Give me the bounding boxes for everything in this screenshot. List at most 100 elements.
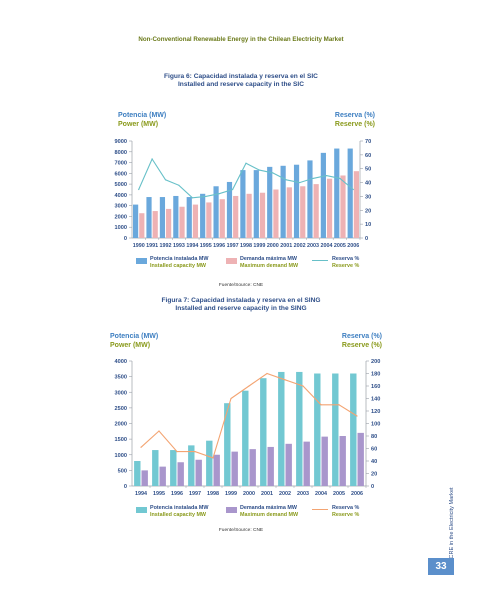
y2-tick-label: 40 (371, 459, 377, 465)
x-tick-label: 1998 (207, 491, 219, 497)
figure-7-title: Figura 7: Capacidad instalada y reserva … (0, 297, 482, 314)
sic-y2label-en: Reserve (%) (334, 121, 375, 128)
x-tick-label: 2005 (334, 243, 346, 249)
y2-tick-label: 80 (371, 434, 377, 440)
demand-bar (206, 202, 212, 238)
demand-bar (179, 206, 185, 238)
capacity-bar (134, 461, 141, 486)
demand-bar (339, 436, 346, 486)
sic-legend-reserve-swatch (312, 260, 328, 262)
sic-legend-reserve-en: Reserve % (332, 263, 360, 270)
y2-tick-label: 100 (371, 422, 380, 428)
y2-tick-label: 30 (365, 194, 371, 200)
y-tick-label: 3500 (115, 375, 127, 381)
capacity-bar (280, 165, 286, 238)
reserve-point (191, 197, 193, 199)
reserve-point (248, 385, 250, 387)
y-tick-label: 8000 (115, 150, 127, 156)
capacity-bar (350, 373, 357, 486)
x-tick-label: 1995 (153, 491, 165, 497)
sing-left-axis-label: Potencia (MW) Power (MW) (110, 332, 158, 350)
demand-bar (246, 193, 252, 238)
demand-bar (195, 459, 202, 486)
demand-bar (285, 443, 292, 486)
sing-ylabel-es: Potencia (MW) (110, 333, 159, 340)
reserve-point (194, 451, 196, 453)
side-caption-text: NCRE in the Electricity Market (449, 487, 455, 563)
sic-ylabel-en: Power (MW) (118, 121, 159, 128)
x-tick-label: 2000 (243, 491, 255, 497)
demand-bar (139, 213, 145, 238)
capacity-bar (240, 170, 246, 238)
demand-bar (321, 436, 328, 486)
figure-6-title-es: Figura 6: Capacidad instalada y reserva … (164, 73, 318, 80)
reserve-point (356, 415, 358, 417)
side-caption: NCRE in the Electricity Market (447, 487, 457, 563)
y-tick-label: 2000 (115, 214, 127, 220)
capacity-bar (253, 170, 259, 238)
page-number: 33 (428, 558, 454, 575)
demand-bar (166, 208, 172, 238)
capacity-bar (320, 152, 326, 238)
demand-bar (340, 175, 346, 238)
reserve-point (231, 188, 234, 191)
y-tick-label: 7000 (115, 161, 127, 167)
sic-legend-capacity-swatch (136, 258, 147, 264)
sic-legend-capacity: Potencia instalada MW Installed capacity… (150, 256, 208, 270)
y2-tick-label: 40 (365, 181, 371, 187)
sing-legend-capacity: Potencia instalada MW Installed capacity… (150, 505, 208, 519)
sing-legend-demand-swatch (226, 507, 237, 513)
x-tick-label: 1993 (173, 243, 185, 249)
y-tick-label: 2000 (115, 422, 127, 428)
reserve-point (205, 195, 207, 198)
x-tick-label: 2001 (261, 491, 273, 497)
demand-bar (249, 449, 256, 486)
capacity-bar (267, 166, 273, 238)
demand-bar (213, 454, 220, 486)
y2-tick-label: 140 (371, 397, 380, 403)
reserve-point (266, 372, 268, 375)
demand-bar (326, 178, 333, 238)
demand-bar (259, 192, 266, 238)
y2-tick-label: 20 (371, 472, 377, 478)
capacity-bar (296, 371, 303, 486)
sing-y2label-es: Reserva (%) (341, 333, 382, 340)
demand-bar (192, 204, 199, 238)
sing-y2label-en: Reserve (%) (341, 342, 382, 349)
reserve-point (178, 184, 180, 186)
y-tick-label: 1500 (115, 437, 127, 443)
reserve-point (151, 158, 153, 160)
x-tick-label: 1991 (146, 243, 158, 249)
sic-legend-demand: Demanda máxima MW Maximum demand MW (240, 256, 298, 270)
y2-tick-label: 60 (371, 447, 377, 453)
y2-tick-label: 10 (365, 222, 371, 228)
figure-6-title: Figura 6: Capacidad instalada y reserva … (0, 73, 482, 90)
capacity-bar (314, 373, 321, 486)
x-tick-label: 1990 (133, 243, 145, 249)
x-tick-label: 2000 (267, 243, 279, 249)
capacity-bar (224, 403, 231, 486)
reserve-point (320, 404, 322, 406)
reserve-point (312, 177, 314, 180)
sing-legend-reserve-es: Reserva % (332, 505, 360, 511)
sic-legend-demand-swatch (226, 258, 237, 264)
y-tick-label: 3000 (115, 390, 127, 396)
capacity-bar (186, 197, 192, 238)
capacity-bar (206, 440, 213, 486)
figure-6-title-en: Installed and reserve capacity in the SI… (177, 81, 305, 89)
y-tick-label: 9000 (115, 139, 127, 145)
sing-chart: 0 500 1000 1500 2000 2500 3000 3500 4000 0 20 40 60 8… (115, 359, 381, 497)
demand-bar (152, 211, 158, 238)
reserve-point (284, 379, 286, 381)
sing-legend-demand-es: Demanda máxima MW (240, 505, 297, 511)
x-tick-label: 1997 (227, 243, 239, 249)
y2-tick-label: 160 (371, 384, 380, 390)
reserve-point (258, 169, 261, 171)
sing-legend-capacity-en: Installed capacity MW (150, 512, 207, 519)
capacity-bar (146, 197, 152, 238)
y2-tick-label: 60 (365, 153, 371, 159)
reserve-point (352, 188, 354, 191)
sing-legend-reserve: Reserva % Reserve % (332, 505, 359, 519)
sic-y2label-es: Reserva (%) (334, 112, 375, 119)
reserve-point (272, 172, 274, 174)
